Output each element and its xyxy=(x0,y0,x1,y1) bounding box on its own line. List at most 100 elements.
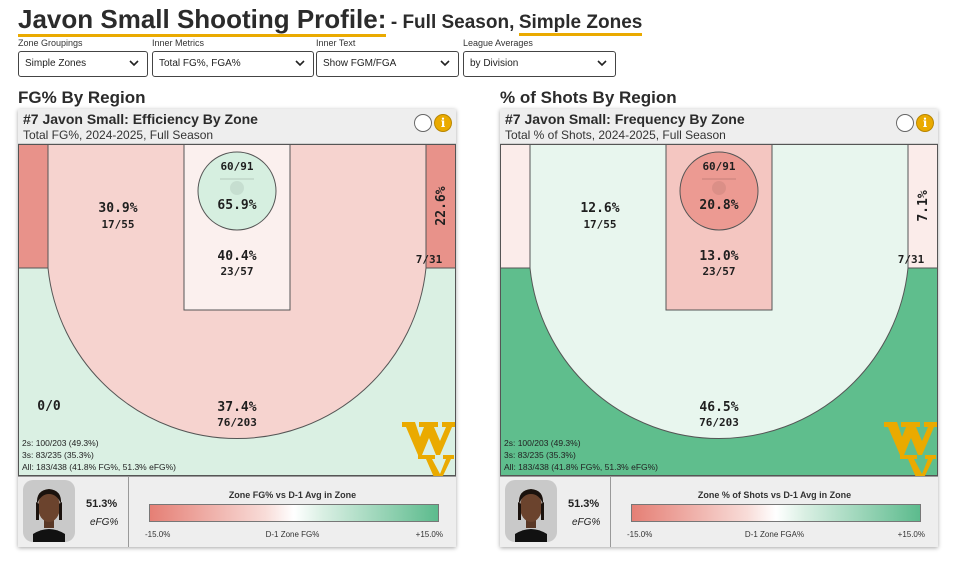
select-value: Show FGM/FGA xyxy=(323,58,397,69)
color-scale-bar xyxy=(631,504,921,522)
frequency-card: #7 Javon Small: Frequency By Zone Total … xyxy=(500,109,938,547)
filter-label: Zone Groupings xyxy=(18,38,83,48)
player-efg-value: 51.3% xyxy=(86,498,118,510)
mid-main: 30.9% xyxy=(98,201,137,216)
select-value: by Division xyxy=(470,58,519,69)
mid-sub: 17/55 xyxy=(583,218,616,231)
inner-text-select[interactable]: Show FGM/FGA xyxy=(316,51,459,77)
stats-all: All: 183/438 (41.8% FG%, 51.3% eFG%) xyxy=(504,462,658,472)
filter-label: League Averages xyxy=(463,38,533,48)
page-title-comma: , xyxy=(509,12,515,33)
inner-metrics-select[interactable]: Total FG%, FGA% xyxy=(152,51,314,77)
filter-inner-metrics: Inner Metrics Total FG%, FGA% xyxy=(152,38,314,77)
card-title: #7 Javon Small: Efficiency By Zone xyxy=(23,111,258,127)
player-summary: 51.3% eFG% xyxy=(18,477,129,547)
rim-main: 65.9% xyxy=(217,198,256,213)
page-title: Javon Small Shooting Profile: - Full Sea… xyxy=(18,4,643,38)
page-title-main: Javon Small Shooting Profile: xyxy=(18,4,387,37)
hoop xyxy=(230,181,244,195)
select-value: Total FG%, FGA% xyxy=(159,58,241,69)
zone-corner-right xyxy=(425,144,456,269)
shot-zone-court: 60/91 20.8% 13.0% 23/57 12.6% 17/55 7.1%… xyxy=(500,144,938,476)
efficiency-card: #7 Javon Small: Efficiency By Zone Total… xyxy=(18,109,456,547)
three-sub: 76/203 xyxy=(217,416,257,429)
rim-sub: 60/91 xyxy=(702,160,735,173)
mid-sub: 17/55 xyxy=(101,218,134,231)
page-title-season: - Full Season xyxy=(390,12,510,33)
card-subtitle: Total % of Shots, 2024-2025, Full Season xyxy=(505,128,726,142)
info-icon[interactable]: i xyxy=(916,114,934,132)
wv-logo xyxy=(884,422,937,476)
player-efg-label: eFG% xyxy=(90,517,119,528)
three-sub: 76/203 xyxy=(699,416,739,429)
scale-min-label: -15.0% xyxy=(145,530,171,539)
corner-right-sub: 7/31 xyxy=(416,253,443,266)
corner-left-main: 0/0 xyxy=(37,399,61,414)
card-footer: 51.3% eFG% Zone % of Shots vs D-1 Avg in… xyxy=(500,476,938,547)
chevron-down-icon xyxy=(440,60,450,67)
three-main: 46.5% xyxy=(699,400,738,415)
league-averages-select[interactable]: by Division xyxy=(463,51,616,77)
scale-max-label: +15.0% xyxy=(897,530,925,539)
court-border xyxy=(500,144,938,476)
player-avatar xyxy=(23,480,75,542)
stats-2s: 2s: 100/203 (49.3%) xyxy=(504,438,581,448)
color-scale-bar xyxy=(149,504,439,522)
player-efg-label: eFG% xyxy=(572,517,601,528)
scale-mid-label: D-1 Zone FG% xyxy=(265,530,320,539)
chevron-down-icon xyxy=(295,60,305,67)
scale-title: Zone FG% vs D-1 Avg in Zone xyxy=(228,490,357,500)
page-title-zones: Simple Zones xyxy=(518,12,643,36)
paint-sub: 23/57 xyxy=(702,265,735,278)
zone-corner-left xyxy=(18,144,49,269)
card-footer: 51.3% eFG% Zone FG% vs D-1 Avg in Zone -… xyxy=(18,476,456,547)
filter-zone-groupings: Zone Groupings Simple Zones xyxy=(18,38,148,77)
mid-main: 12.6% xyxy=(580,201,619,216)
info-icon[interactable]: i xyxy=(434,114,452,132)
zone-groupings-select[interactable]: Simple Zones xyxy=(18,51,148,77)
rim-sub: 60/91 xyxy=(220,160,253,173)
wv-logo xyxy=(402,422,455,476)
toggle-circle-icon[interactable] xyxy=(414,114,432,132)
stats-3s: 3s: 83/235 (35.3%) xyxy=(504,450,576,460)
card-subtitle: Total FG%, 2024-2025, Full Season xyxy=(23,128,214,142)
zone-corner-left xyxy=(500,144,531,269)
chevron-down-icon xyxy=(597,60,607,67)
card-header: #7 Javon Small: Efficiency By Zone Total… xyxy=(18,109,456,144)
section-title-fg: FG% By Region xyxy=(18,88,146,107)
court-border xyxy=(18,144,456,476)
scale-title: Zone % of Shots vs D-1 Avg in Zone xyxy=(697,490,852,500)
stats-3s: 3s: 83/235 (35.3%) xyxy=(22,450,94,460)
rim-main: 20.8% xyxy=(699,198,738,213)
toggle-circle-icon[interactable] xyxy=(896,114,914,132)
player-avatar xyxy=(505,480,557,542)
filter-league-averages: League Averages by Division xyxy=(463,38,616,77)
scale-max-label: +15.0% xyxy=(415,530,443,539)
zone-rim xyxy=(197,151,277,231)
paint-main: 40.4% xyxy=(217,249,256,264)
filter-inner-text: Inner Text Show FGM/FGA xyxy=(316,38,459,77)
filter-label: Inner Text xyxy=(316,38,356,48)
three-main: 37.4% xyxy=(217,400,256,415)
zone-rim xyxy=(679,151,759,231)
zone-corner-right xyxy=(907,144,938,269)
stats-2s: 2s: 100/203 (49.3%) xyxy=(22,438,99,448)
corner-right-main: 7.1% xyxy=(916,190,931,221)
corner-right-main: 22.6% xyxy=(434,186,449,225)
select-value: Simple Zones xyxy=(25,58,87,69)
paint-main: 13.0% xyxy=(699,249,738,264)
stats-all: All: 183/438 (41.8% FG%, 51.3% eFG%) xyxy=(22,462,176,472)
hoop xyxy=(712,181,726,195)
shot-zone-court: 60/91 65.9% 40.4% 23/57 30.9% 17/55 0/0 … xyxy=(18,144,456,476)
player-efg-value: 51.3% xyxy=(568,498,600,510)
corner-right-sub: 7/31 xyxy=(898,253,925,266)
card-title: #7 Javon Small: Frequency By Zone xyxy=(505,111,745,127)
scale-mid-label: D-1 Zone FGA% xyxy=(744,530,805,539)
paint-sub: 23/57 xyxy=(220,265,253,278)
section-title-shots: % of Shots By Region xyxy=(500,88,677,107)
card-header: #7 Javon Small: Frequency By Zone Total … xyxy=(500,109,938,144)
scale-min-label: -15.0% xyxy=(627,530,653,539)
filter-label: Inner Metrics xyxy=(152,38,205,48)
chevron-down-icon xyxy=(129,60,139,67)
player-summary: 51.3% eFG% xyxy=(500,477,611,547)
